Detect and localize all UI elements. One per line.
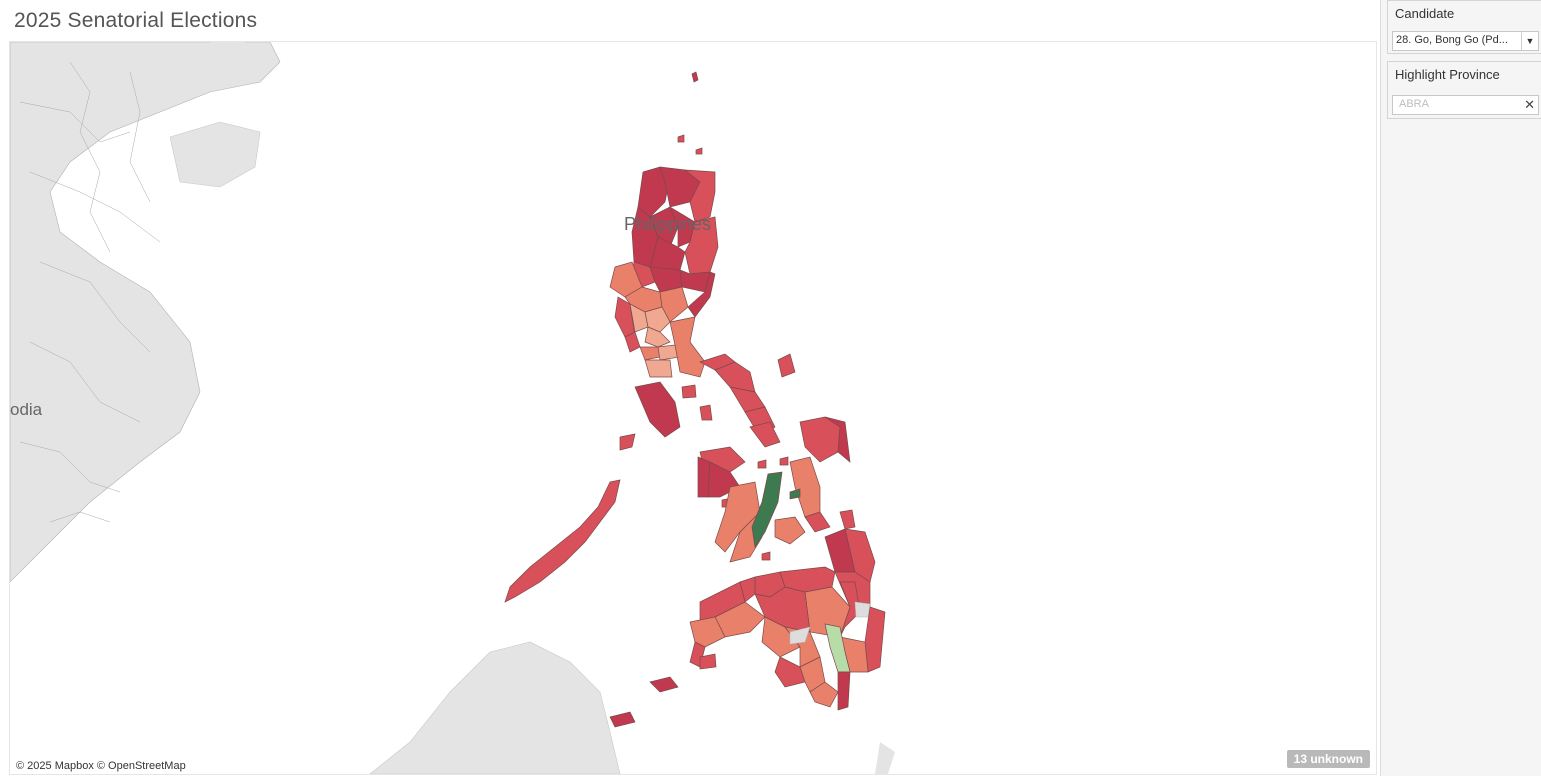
province-masbate (749, 421, 781, 448)
province-quezon (669, 316, 706, 378)
chevron-down-icon[interactable]: ▼ (1521, 32, 1538, 50)
unknown-regions (789, 601, 871, 645)
highlight-province-card: Highlight Province ABRA ✕ (1387, 61, 1541, 119)
map-view[interactable]: Philippines odia © 2025 Mapbox © OpenStr… (9, 41, 1377, 775)
province-bohol (774, 516, 806, 545)
province-cebu (751, 471, 783, 548)
province-catanduanes (777, 353, 796, 378)
province-regions[interactable] (504, 71, 886, 728)
map-attribution[interactable]: © 2025 Mapbox © OpenStreetMap (16, 760, 186, 772)
province-surigao-norte (839, 509, 856, 530)
province-siquijor (761, 551, 771, 561)
province-eastern-samar (824, 416, 851, 463)
taiwan-tip (210, 42, 245, 82)
province-basilan (699, 653, 717, 670)
unknown-badge[interactable]: 13 unknown (1286, 750, 1370, 768)
candidate-filter-title: Candidate (1395, 6, 1455, 21)
province-romblon (699, 404, 713, 421)
province-babuyan-a (677, 134, 685, 143)
choropleth-map[interactable]: Philippines odia (10, 42, 1376, 774)
candidate-select[interactable]: 28. Go, Bong Go (Pd... ▼ (1392, 31, 1539, 51)
province-davao-oriental (864, 606, 886, 673)
province-nueva-ecija (659, 286, 689, 323)
province-camarines-sur (714, 361, 756, 393)
province-mindoro (634, 381, 681, 438)
province-cagayan (683, 169, 716, 223)
province-bantayan (757, 459, 767, 469)
neighbor-label: odia (10, 400, 43, 419)
highlight-province-placeholder: ABRA (1399, 98, 1429, 110)
province-sultan-kudarat (774, 656, 806, 688)
province-batanes (691, 71, 699, 83)
mainland-asia (10, 42, 281, 583)
province-cavite (639, 346, 661, 361)
province-rizal-manila (644, 326, 671, 348)
province-bulacan (644, 306, 671, 333)
province-davao-occidental (837, 671, 851, 711)
basemap-land (10, 42, 895, 774)
province-southern-leyte (804, 511, 831, 533)
province-calamian (619, 433, 636, 451)
sulawesi-fragment (875, 742, 895, 774)
borneo (369, 641, 621, 774)
highlight-province-input[interactable]: ABRA ✕ (1392, 95, 1539, 115)
province-camotes (789, 488, 801, 500)
province-zamboanga-sibugay (689, 616, 726, 648)
province-abra (649, 206, 679, 248)
highlight-province-title: Highlight Province (1395, 67, 1500, 82)
province-marinduque (681, 384, 697, 399)
province-negros-occidental (714, 481, 761, 553)
candidate-select-value: 28. Go, Bong Go (Pd... (1396, 34, 1508, 46)
country-label: Philippines (624, 214, 711, 234)
province-sulu (649, 676, 679, 693)
province-samar (799, 416, 841, 463)
candidate-filter-card: Candidate 28. Go, Bong Go (Pd... ▼ (1387, 0, 1541, 54)
close-icon[interactable]: ✕ (1524, 97, 1535, 112)
province-batangas (644, 359, 673, 378)
province-davao-norte (839, 581, 861, 638)
page-title: 2025 Senatorial Elections (14, 9, 258, 32)
province-babuyan-b (695, 147, 703, 155)
province-sarangani (809, 681, 839, 708)
province-maguindanao (761, 616, 801, 658)
hainan-island (169, 121, 261, 188)
filter-panel: Candidate 28. Go, Bong Go (Pd... ▼ Highl… (1380, 0, 1541, 776)
province-leyte (789, 456, 821, 518)
province-biliran (779, 456, 789, 466)
province-palawan (504, 479, 621, 603)
province-tawi-tawi (609, 711, 636, 728)
province-kalinga (669, 206, 696, 248)
